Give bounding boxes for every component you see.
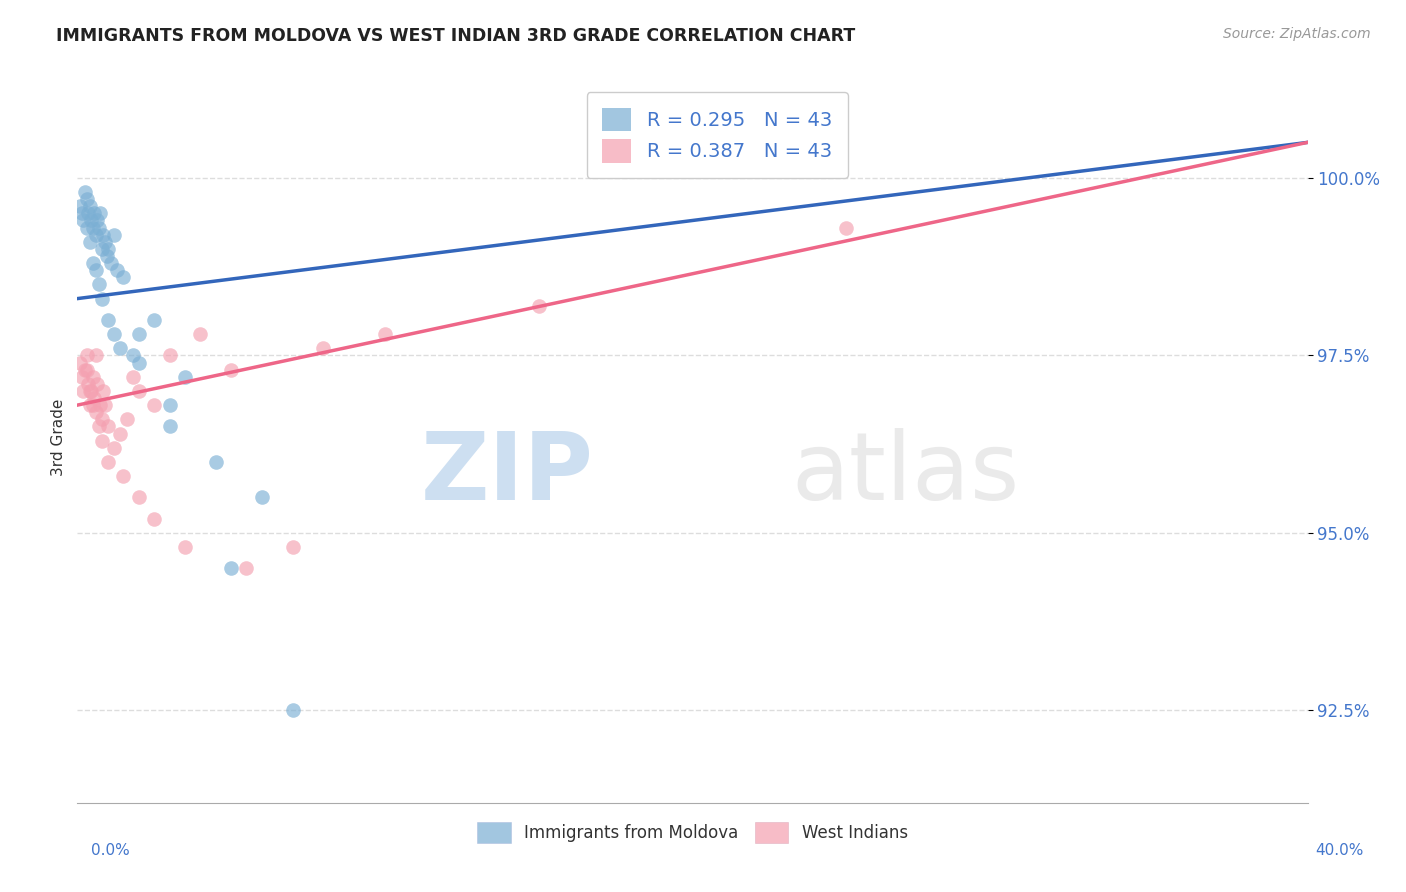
Point (79, 384, 101, 398)
Point (174, 540, 197, 554)
Point (235, 561, 257, 575)
Point (76, 220, 98, 235)
Point (312, 341, 335, 355)
Text: 0.0%: 0.0% (91, 843, 131, 858)
Point (90, 434, 114, 448)
Point (103, 327, 125, 342)
Point (90, 412, 114, 426)
Point (219, 362, 242, 376)
Point (110, 426, 132, 441)
Point (84, 263, 107, 277)
Point (80, 213, 103, 227)
Point (204, 455, 226, 469)
Point (76, 348, 98, 362)
Text: Source: ZipAtlas.com: Source: ZipAtlas.com (1223, 27, 1371, 41)
Point (89, 398, 111, 412)
Point (87, 277, 110, 292)
Point (72, 384, 94, 398)
Point (281, 704, 304, 718)
Point (174, 369, 197, 384)
Point (188, 327, 212, 342)
Point (527, 299, 550, 313)
Point (128, 327, 150, 342)
Point (159, 419, 181, 434)
Point (97, 419, 120, 434)
Point (86, 376, 108, 391)
Point (250, 491, 273, 505)
Point (112, 469, 135, 483)
Point (77, 376, 100, 391)
Point (83, 391, 105, 405)
Point (219, 561, 242, 575)
Point (89, 206, 111, 220)
Point (73, 362, 96, 376)
Point (100, 256, 122, 270)
Point (121, 369, 143, 384)
Point (82, 220, 104, 235)
Point (374, 327, 396, 342)
Legend: Immigrants from Moldova, West Indians: Immigrants from Moldova, West Indians (471, 815, 914, 849)
Point (79, 235, 101, 249)
Point (143, 512, 166, 526)
Point (105, 263, 128, 277)
Point (80, 384, 103, 398)
Point (84, 405, 107, 419)
Point (103, 227, 125, 242)
Point (84, 348, 107, 362)
Point (97, 455, 120, 469)
Point (96, 249, 118, 263)
Text: IMMIGRANTS FROM MOLDOVA VS WEST INDIAN 3RD GRADE CORRELATION CHART: IMMIGRANTS FROM MOLDOVA VS WEST INDIAN 3… (56, 27, 855, 45)
Point (93, 227, 115, 242)
Point (72, 213, 94, 227)
Point (159, 348, 181, 362)
Point (159, 398, 181, 412)
Point (77, 206, 100, 220)
Point (70, 206, 93, 220)
Point (69, 199, 91, 213)
Point (128, 491, 150, 505)
Point (112, 270, 135, 285)
Point (121, 348, 143, 362)
Point (73, 185, 96, 199)
Point (82, 256, 104, 270)
Point (90, 292, 114, 306)
Y-axis label: 3rd Grade: 3rd Grade (51, 399, 66, 475)
Point (97, 313, 120, 327)
Text: ZIP: ZIP (422, 427, 595, 520)
Point (143, 313, 166, 327)
Point (79, 398, 101, 412)
Point (835, 220, 858, 235)
Point (84, 227, 107, 242)
Text: 40.0%: 40.0% (1316, 843, 1364, 858)
Point (94, 235, 117, 249)
Point (90, 242, 114, 256)
Point (103, 441, 125, 455)
Point (97, 242, 120, 256)
Point (143, 398, 166, 412)
Point (83, 206, 105, 220)
Point (82, 398, 104, 412)
Point (69, 355, 91, 369)
Point (82, 369, 104, 384)
Point (87, 220, 110, 235)
Text: atlas: atlas (792, 427, 1019, 520)
Point (87, 419, 110, 434)
Point (128, 355, 150, 369)
Point (110, 341, 132, 355)
Point (281, 540, 304, 554)
Point (79, 199, 101, 213)
Point (76, 192, 98, 206)
Point (86, 213, 108, 227)
Point (76, 362, 98, 376)
Point (115, 412, 138, 426)
Point (70, 369, 93, 384)
Point (93, 384, 115, 398)
Point (94, 398, 117, 412)
Point (128, 384, 150, 398)
